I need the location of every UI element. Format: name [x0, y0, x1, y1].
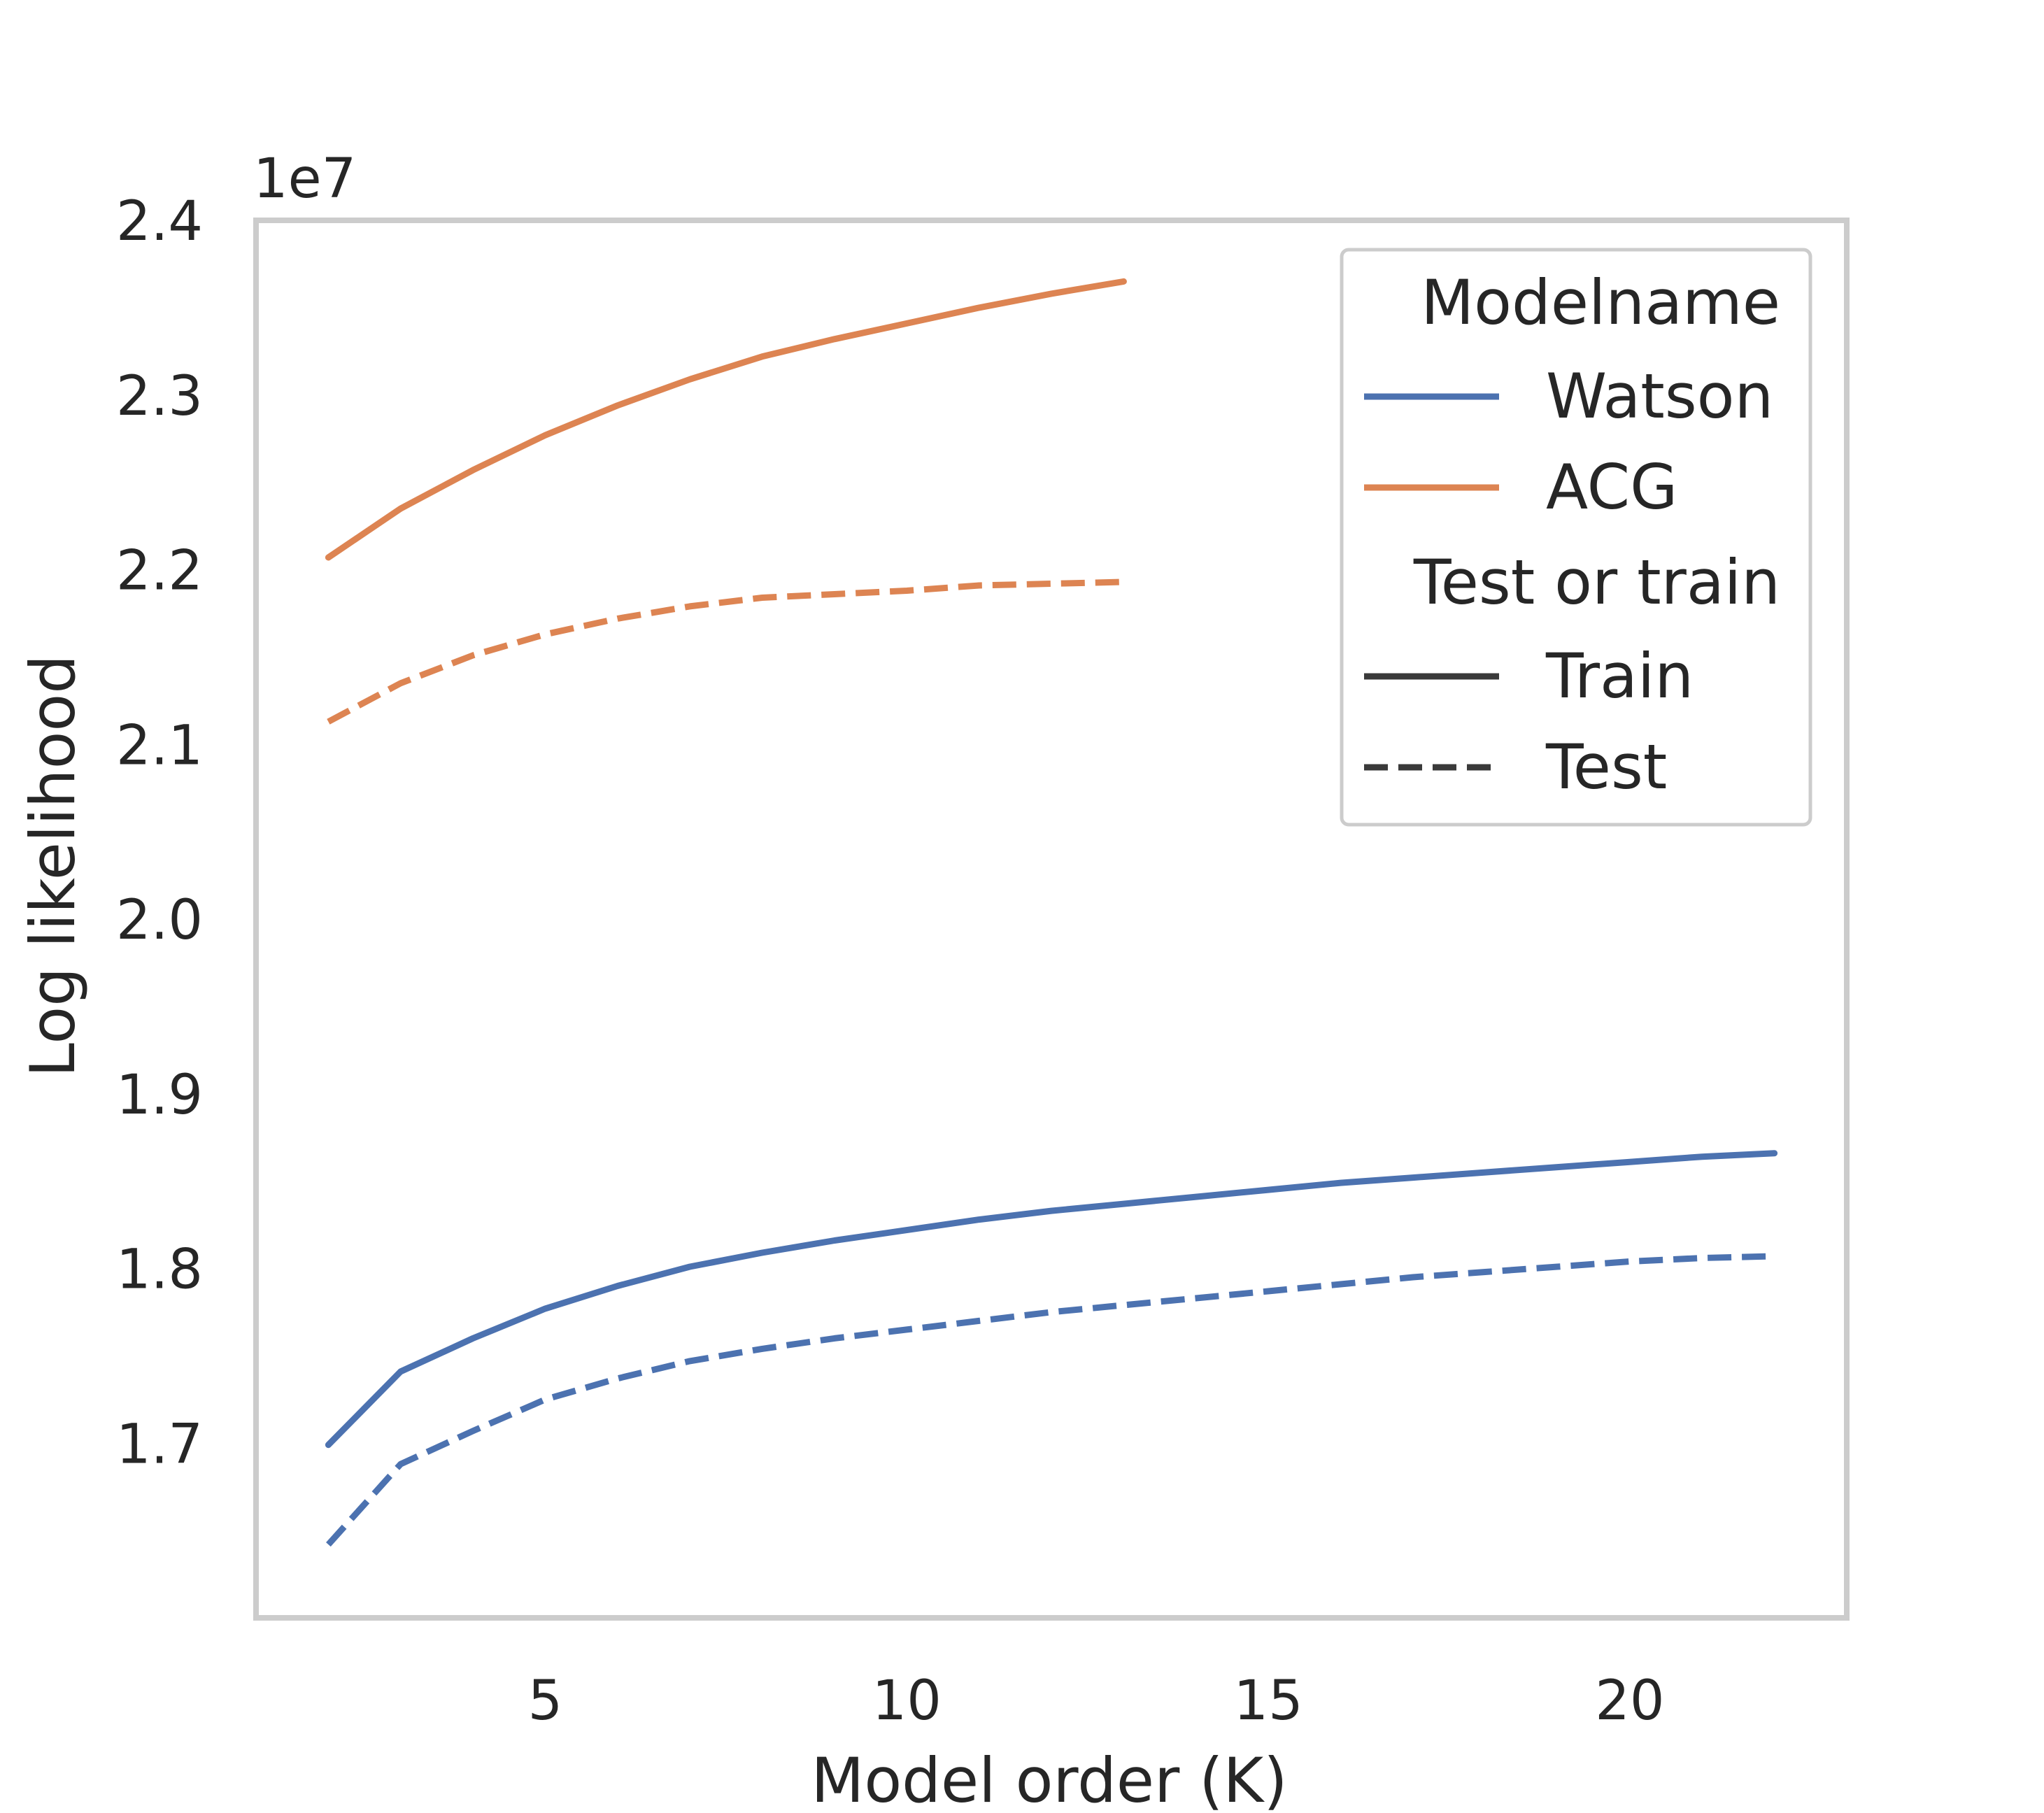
y-tick-label: 2.0	[116, 889, 203, 952]
y-tick-label: 2.4	[116, 190, 203, 253]
y-tick-label: 2.1	[116, 714, 203, 777]
y-axis-label: Log likelihood	[17, 655, 89, 1077]
y-tick-label: 1.8	[116, 1239, 203, 1302]
x-tick-label: 20	[1595, 1670, 1664, 1733]
legend-hue-title: Modelname	[1421, 266, 1780, 339]
legend-label-train: Train	[1545, 640, 1694, 712]
legend-label-test: Test	[1545, 731, 1667, 803]
legend-label-watson: Watson	[1546, 360, 1773, 432]
y-tick-label: 1.7	[116, 1413, 203, 1476]
x-axis-ticks: 5 10 15 20	[528, 1670, 1665, 1733]
legend-style-title: Test or train	[1413, 546, 1780, 618]
series-line-watson-train	[325, 1150, 1778, 1449]
legend: Modelname Watson ACG Test or train Train…	[1340, 248, 1812, 827]
y-tick-label: 2.3	[116, 365, 203, 428]
x-tick-label: 10	[872, 1670, 942, 1733]
y-axis-offset-label: 1e7	[253, 148, 356, 211]
series-line-watson-test	[326, 1253, 1775, 1547]
series-line-acg-test	[327, 578, 1124, 725]
x-tick-label: 5	[528, 1670, 563, 1733]
legend-label-acg: ACG	[1546, 451, 1677, 523]
x-tick-label: 15	[1233, 1670, 1303, 1733]
plot-frame	[253, 218, 1850, 1621]
y-tick-label: 1.9	[116, 1064, 203, 1127]
plot-area	[325, 278, 1778, 1547]
series-line-acg-train	[325, 278, 1127, 561]
x-axis-label: Model order (K)	[811, 1744, 1287, 1813]
y-axis-ticks: 1.7 1.8 1.9 2.0 2.1 2.2 2.3 2.4	[116, 190, 203, 1476]
y-tick-label: 2.2	[116, 540, 203, 603]
